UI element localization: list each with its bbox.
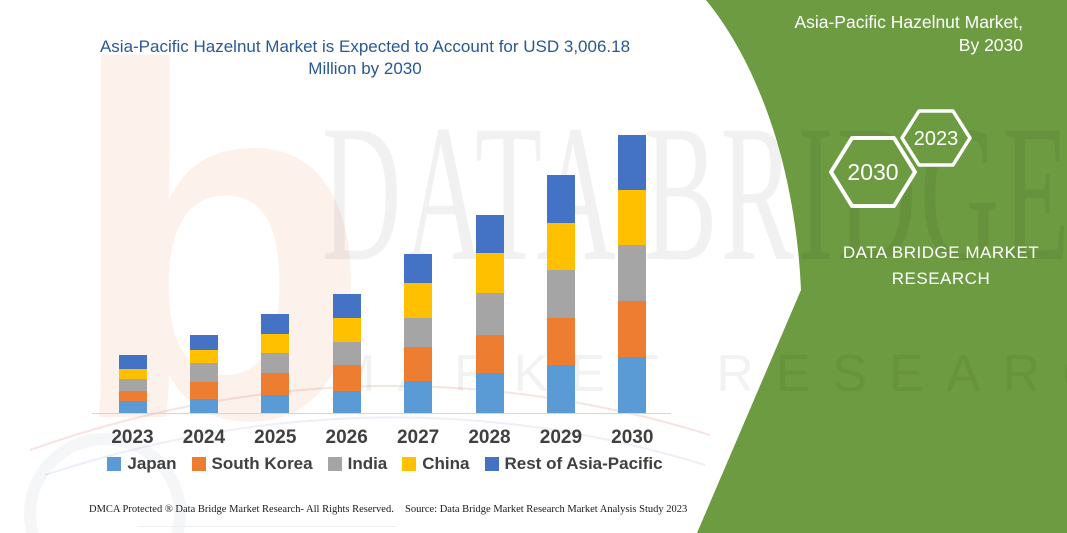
green-panel-shape bbox=[697, 0, 1067, 533]
bar-segment-south-korea bbox=[546, 318, 575, 366]
legend-swatch bbox=[327, 457, 342, 471]
bar-2023 bbox=[118, 354, 147, 413]
legend-item: South Korea bbox=[191, 454, 313, 474]
bar-2025 bbox=[261, 314, 290, 413]
brand-line1: DATA BRIDGE MARKET bbox=[842, 243, 1040, 262]
legend-item: India bbox=[327, 454, 388, 474]
legend-label: Japan bbox=[127, 454, 177, 473]
panel-heading-line2: By 2030 bbox=[958, 35, 1023, 56]
legend-swatch bbox=[402, 457, 417, 471]
footer-divider-line bbox=[137, 526, 397, 527]
bar-2028 bbox=[475, 214, 504, 413]
bar-segment-rest-of-asia-pacific bbox=[546, 174, 575, 223]
hexagon-2023-label: 2023 bbox=[914, 128, 959, 150]
legend-label: India bbox=[347, 454, 388, 473]
x-axis-label: 2028 bbox=[468, 427, 511, 448]
legend-label: Rest of Asia-Pacific bbox=[504, 454, 663, 473]
bar-segment-india bbox=[475, 292, 504, 335]
bar-segment-rest-of-asia-pacific bbox=[618, 135, 647, 191]
legend-label: South Korea bbox=[211, 454, 313, 473]
x-axis-label: 2024 bbox=[182, 427, 226, 448]
legend-item: Japan bbox=[107, 454, 177, 474]
data-bridge-logo-watermark: b bbox=[66, 0, 372, 523]
bar-segment-japan bbox=[618, 356, 647, 413]
legend-label: China bbox=[422, 454, 470, 473]
watermark-arc-blue bbox=[44, 416, 706, 476]
x-axis-label: 2029 bbox=[539, 427, 583, 448]
bar-segment-south-korea bbox=[332, 364, 361, 392]
bar-segment-india bbox=[261, 352, 290, 373]
x-axis-labels: 2023 2024 2025 2026 2027 2028 2029 2030 bbox=[100, 427, 667, 451]
bar-segment-china bbox=[189, 349, 218, 364]
x-axis-label: 2026 bbox=[325, 427, 368, 448]
hexagon-2030-label: 2030 bbox=[847, 159, 898, 185]
watermark-arc-red bbox=[29, 385, 711, 451]
hexagon-2030 bbox=[829, 136, 917, 208]
x-axis-line bbox=[92, 413, 671, 414]
bar-segment-china bbox=[118, 369, 147, 379]
brand-name: DATA BRIDGE MARKET RESEARCH bbox=[836, 240, 1046, 291]
chart-title: Asia-Pacific Hazelnut Market is Expected… bbox=[99, 37, 631, 79]
bar-segment-india bbox=[618, 245, 647, 302]
bar-segment-japan bbox=[261, 394, 290, 413]
bar-segment-japan bbox=[189, 398, 218, 413]
legend-item: China bbox=[402, 454, 470, 474]
bar-2030 bbox=[618, 135, 647, 413]
bar-segment-japan bbox=[475, 372, 504, 413]
bar-segment-south-korea bbox=[404, 346, 433, 382]
bar-2024 bbox=[189, 334, 218, 413]
hexagon-badges: 2023 2030 bbox=[829, 109, 972, 208]
bar-segment-india bbox=[332, 342, 361, 365]
bar-segment-china bbox=[546, 222, 575, 271]
bar-segment-japan bbox=[118, 401, 147, 413]
bar-segment-china bbox=[261, 333, 290, 353]
bar-segment-rest-of-asia-pacific bbox=[261, 314, 290, 334]
bar-2029 bbox=[546, 174, 575, 413]
watermark-circle bbox=[24, 433, 186, 533]
brand-line2: RESEARCH bbox=[891, 268, 991, 288]
bar-segment-south-korea bbox=[261, 372, 290, 395]
legend-swatch bbox=[484, 457, 499, 471]
bar-segment-rest-of-asia-pacific bbox=[404, 253, 433, 283]
x-axis-label: 2027 bbox=[396, 427, 440, 448]
bar-segment-japan bbox=[404, 381, 433, 413]
footer-source: Source: Data Bridge Market Research Mark… bbox=[405, 504, 688, 515]
hexagon-2023 bbox=[900, 109, 972, 167]
bar-segment-india bbox=[118, 379, 147, 391]
bar-2026 bbox=[332, 293, 361, 413]
panel-heading-line1: Asia-Pacific Hazelnut Market, bbox=[794, 12, 1023, 32]
bar-segment-japan bbox=[332, 391, 361, 413]
bar-segment-rest-of-asia-pacific bbox=[475, 214, 504, 253]
x-axis-label: 2025 bbox=[254, 427, 297, 448]
legend-item: Rest of Asia-Pacific bbox=[484, 454, 663, 474]
bar-2027 bbox=[404, 253, 433, 413]
watermark-market-research-text: MARKET RESEARCH bbox=[332, 345, 1067, 403]
legend-swatch bbox=[107, 457, 122, 471]
bar-segment-rest-of-asia-pacific bbox=[118, 354, 147, 370]
bar-segment-china bbox=[475, 252, 504, 293]
bar-segment-south-korea bbox=[189, 381, 218, 399]
bar-segment-rest-of-asia-pacific bbox=[332, 293, 361, 318]
panel-heading: Asia-Pacific Hazelnut Market, By 2030 bbox=[693, 11, 1023, 57]
bar-segment-south-korea bbox=[118, 390, 147, 402]
x-axis-label: 2023 bbox=[111, 427, 154, 448]
legend-swatch bbox=[191, 457, 206, 471]
bar-segment-india bbox=[546, 270, 575, 319]
bar-segment-india bbox=[404, 317, 433, 347]
bar-segment-south-korea bbox=[475, 334, 504, 373]
bar-segment-china bbox=[404, 282, 433, 318]
bar-segment-south-korea bbox=[618, 301, 647, 357]
bar-segment-japan bbox=[546, 365, 575, 413]
bar-segment-china bbox=[618, 190, 647, 246]
x-axis-label: 2030 bbox=[611, 427, 654, 448]
bar-segment-rest-of-asia-pacific bbox=[189, 334, 218, 350]
bar-segment-india bbox=[189, 363, 218, 382]
chart-legend: Japan South Korea India China Rest of Asia-P… bbox=[95, 452, 675, 476]
bar-segment-china bbox=[332, 317, 361, 343]
footer-copyright: DMCA Protected ® Data Bridge Market Rese… bbox=[89, 504, 394, 515]
stacked-bar-chart bbox=[92, 118, 671, 414]
